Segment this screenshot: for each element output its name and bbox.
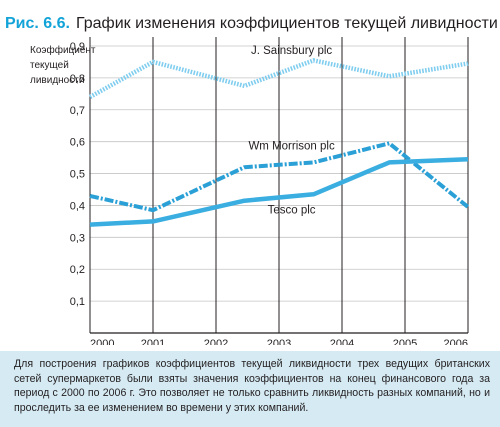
series-label: J. Sainsbury plc <box>251 45 332 57</box>
x-tick-label: 2004 <box>330 338 354 345</box>
y-tick-label: 0,5 <box>70 169 85 181</box>
x-tick-label: 2003 <box>267 338 291 345</box>
y-tick-label: 0,4 <box>70 200 85 212</box>
x-tick-label: 2001 <box>141 338 165 345</box>
series-label: Tesco plc <box>268 204 316 216</box>
caption-box: Для построения графиков коэффициентов те… <box>0 351 500 427</box>
y-tick-label: 0,6 <box>70 137 85 149</box>
series-labels: J. Sainsbury plc Wm Morrison plc Tesco plc <box>248 45 335 216</box>
x-tick-label: 2006 <box>444 338 468 345</box>
series-line-morrison <box>89 141 470 213</box>
series-line-sainsbury <box>88 58 469 99</box>
x-tick-label: 2005 <box>393 338 417 345</box>
line-chart: 0,1 0,2 0,3 0,4 0,5 0,6 0,7 0,8 0,9 2000 2001 2002 2… <box>70 37 470 345</box>
y-tick-label: 0,3 <box>70 232 85 244</box>
y-tick-label: 0,9 <box>70 41 85 53</box>
figure-caption: Для построения графиков коэффициентов те… <box>14 358 490 414</box>
x-tick-label: 2002 <box>204 338 228 345</box>
figure-number: Рис. 6.6. <box>5 15 70 32</box>
x-tick-label: 2000 <box>90 338 114 345</box>
y-tick-label: 0,8 <box>70 73 85 85</box>
y-axis-label: Коэффициент текущей ливидности <box>30 45 96 86</box>
figure-title-row: Рис. 6.6. График изменения коэффициентов … <box>5 15 498 39</box>
series-label: Wm Morrison plc <box>248 141 335 153</box>
axes: 0,1 0,2 0,3 0,4 0,5 0,6 0,7 0,8 0,9 2000 2001 2002 2… <box>70 37 469 345</box>
series-lines <box>88 58 470 227</box>
y-tick-label: 0,1 <box>70 296 85 308</box>
figure-title: График изменения коэффициентов текущей л… <box>75 15 498 32</box>
y-tick-label: 0,2 <box>70 264 85 276</box>
y-tick-label: 0,7 <box>70 105 85 117</box>
series-line-tesco <box>89 156 469 227</box>
